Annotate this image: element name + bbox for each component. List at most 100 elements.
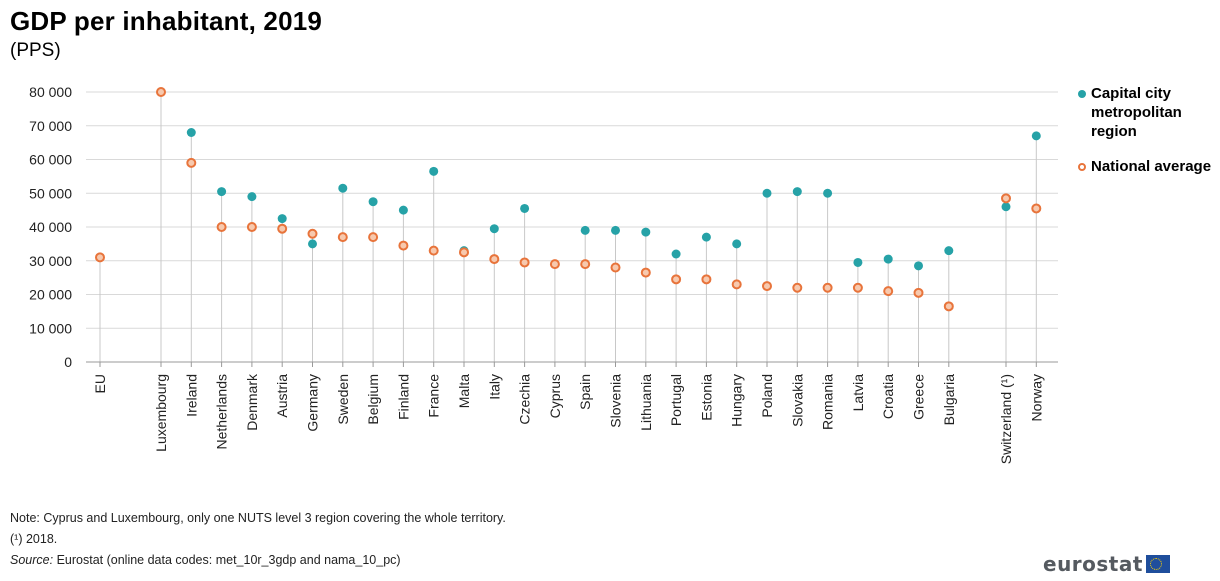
x-tick-label: Luxembourg bbox=[153, 374, 169, 452]
x-tick-label: Romania bbox=[820, 374, 836, 430]
national-point bbox=[1001, 193, 1011, 204]
capital-point bbox=[883, 254, 893, 264]
x-tick-label: Germany bbox=[305, 374, 321, 432]
x-tick-label: EU bbox=[92, 374, 108, 393]
x-tick-label: Poland bbox=[759, 374, 775, 418]
national-point bbox=[1031, 203, 1042, 214]
x-tick-label: Sweden bbox=[335, 374, 351, 425]
national-point bbox=[883, 286, 894, 297]
capital-point bbox=[368, 197, 378, 207]
capital-point bbox=[944, 246, 954, 256]
national-point bbox=[792, 282, 803, 293]
national-point bbox=[519, 257, 530, 268]
x-tick-label: Ireland bbox=[183, 374, 199, 417]
capital-point bbox=[338, 183, 348, 193]
x-tick-label: Greece bbox=[911, 374, 927, 420]
y-tick-label: 10 000 bbox=[29, 320, 72, 336]
y-tick-label: 70 000 bbox=[29, 118, 72, 134]
capital-marker-icon bbox=[1078, 90, 1086, 98]
x-tick-label: Croatia bbox=[880, 374, 896, 419]
x-tick-label: Norway bbox=[1028, 374, 1044, 421]
legend: Capital city metropolitan region Nationa… bbox=[1078, 84, 1218, 192]
capital-point bbox=[277, 214, 287, 224]
source-text: Eurostat (online data codes: met_10r_3gd… bbox=[56, 553, 401, 567]
logo-text: eurostat bbox=[1043, 552, 1143, 576]
x-tick-label: Slovenia bbox=[608, 374, 624, 428]
eu-flag-icon bbox=[1145, 555, 1170, 573]
y-tick-label: 30 000 bbox=[29, 253, 72, 269]
source-line: Source: Eurostat (online data codes: met… bbox=[10, 550, 506, 571]
data-points bbox=[95, 87, 1042, 312]
capital-point bbox=[308, 239, 317, 249]
national-point bbox=[671, 274, 682, 285]
gridlines bbox=[86, 91, 1058, 363]
capital-point bbox=[429, 166, 439, 176]
x-tick-label: Malta bbox=[456, 374, 472, 408]
national-point bbox=[459, 247, 469, 258]
capital-point bbox=[762, 188, 772, 198]
x-tick-label: Spain bbox=[577, 374, 593, 410]
capital-point bbox=[701, 232, 711, 242]
footnote-text: (¹) 2018. bbox=[10, 532, 58, 546]
national-point bbox=[731, 279, 742, 290]
y-tick-label: 20 000 bbox=[29, 287, 72, 303]
national-point bbox=[701, 274, 712, 285]
capital-point bbox=[247, 192, 257, 202]
x-tick-label: Hungary bbox=[729, 374, 745, 427]
x-tick-label: Finland bbox=[395, 374, 411, 420]
national-marker-icon bbox=[1078, 163, 1086, 171]
capital-point bbox=[398, 205, 408, 215]
capital-point bbox=[641, 227, 651, 237]
x-tick-label: Portugal bbox=[668, 374, 684, 426]
capital-point bbox=[186, 128, 196, 137]
note-text: Note: Cyprus and Luxembourg, only one NU… bbox=[10, 511, 506, 525]
capital-point bbox=[1031, 131, 1041, 141]
national-point bbox=[852, 282, 863, 293]
footnotes: Note: Cyprus and Luxembourg, only one NU… bbox=[10, 508, 506, 571]
capital-point bbox=[732, 239, 742, 249]
capital-point bbox=[489, 224, 499, 234]
capital-point bbox=[671, 249, 681, 259]
capital-point bbox=[792, 187, 802, 197]
source-label: Source: bbox=[10, 553, 54, 567]
national-point bbox=[95, 252, 105, 263]
national-point bbox=[368, 232, 379, 243]
chart: 0 10 000 20 000 30 000 40 000 50 000 60 000 70 … bbox=[29, 84, 1058, 464]
stems bbox=[99, 92, 1037, 362]
x-tick-label: Cyprus bbox=[547, 374, 563, 418]
national-point bbox=[307, 228, 318, 239]
national-point bbox=[428, 245, 439, 256]
y-axis: 0 10 000 20 000 30 000 40 000 50 000 60 000 70 … bbox=[29, 84, 72, 370]
legend-national-label: National average bbox=[1091, 158, 1212, 175]
legend-item-national: National average bbox=[1078, 157, 1218, 176]
national-point bbox=[398, 240, 409, 251]
y-tick-label: 0 bbox=[64, 354, 72, 370]
x-tick-label: Czechia bbox=[517, 374, 533, 425]
capital-point bbox=[853, 257, 863, 267]
y-tick-label: 60 000 bbox=[29, 152, 72, 168]
national-point bbox=[580, 259, 591, 270]
capital-point bbox=[1001, 202, 1011, 212]
legend-capital-label: Capital city metropolitan region bbox=[1091, 85, 1182, 140]
national-point bbox=[337, 232, 348, 243]
national-point bbox=[913, 287, 924, 298]
eurostat-logo: eurostat bbox=[1043, 552, 1170, 576]
x-tick-label: Estonia bbox=[698, 374, 714, 421]
y-tick-label: 80 000 bbox=[29, 84, 72, 100]
capital-point bbox=[611, 225, 620, 235]
national-point bbox=[762, 281, 772, 292]
y-tick-label: 50 000 bbox=[29, 185, 72, 201]
legend-item-capital: Capital city metropolitan region bbox=[1078, 84, 1218, 141]
national-point bbox=[943, 301, 954, 312]
national-point bbox=[640, 267, 651, 278]
national-point bbox=[216, 222, 227, 232]
national-point bbox=[156, 87, 166, 97]
x-tick-label: Slovakia bbox=[789, 374, 805, 427]
capital-point bbox=[580, 225, 590, 235]
x-tick-label: Austria bbox=[274, 374, 290, 418]
national-point bbox=[277, 223, 288, 234]
x-axis: EU Luxembourg Ireland Netherlands Denmark Aus… bbox=[86, 361, 1058, 464]
x-tick-label: Lithuania bbox=[638, 374, 654, 431]
x-tick-label: Denmark bbox=[244, 373, 260, 431]
x-tick-label: Switzerland (¹) bbox=[998, 374, 1014, 464]
